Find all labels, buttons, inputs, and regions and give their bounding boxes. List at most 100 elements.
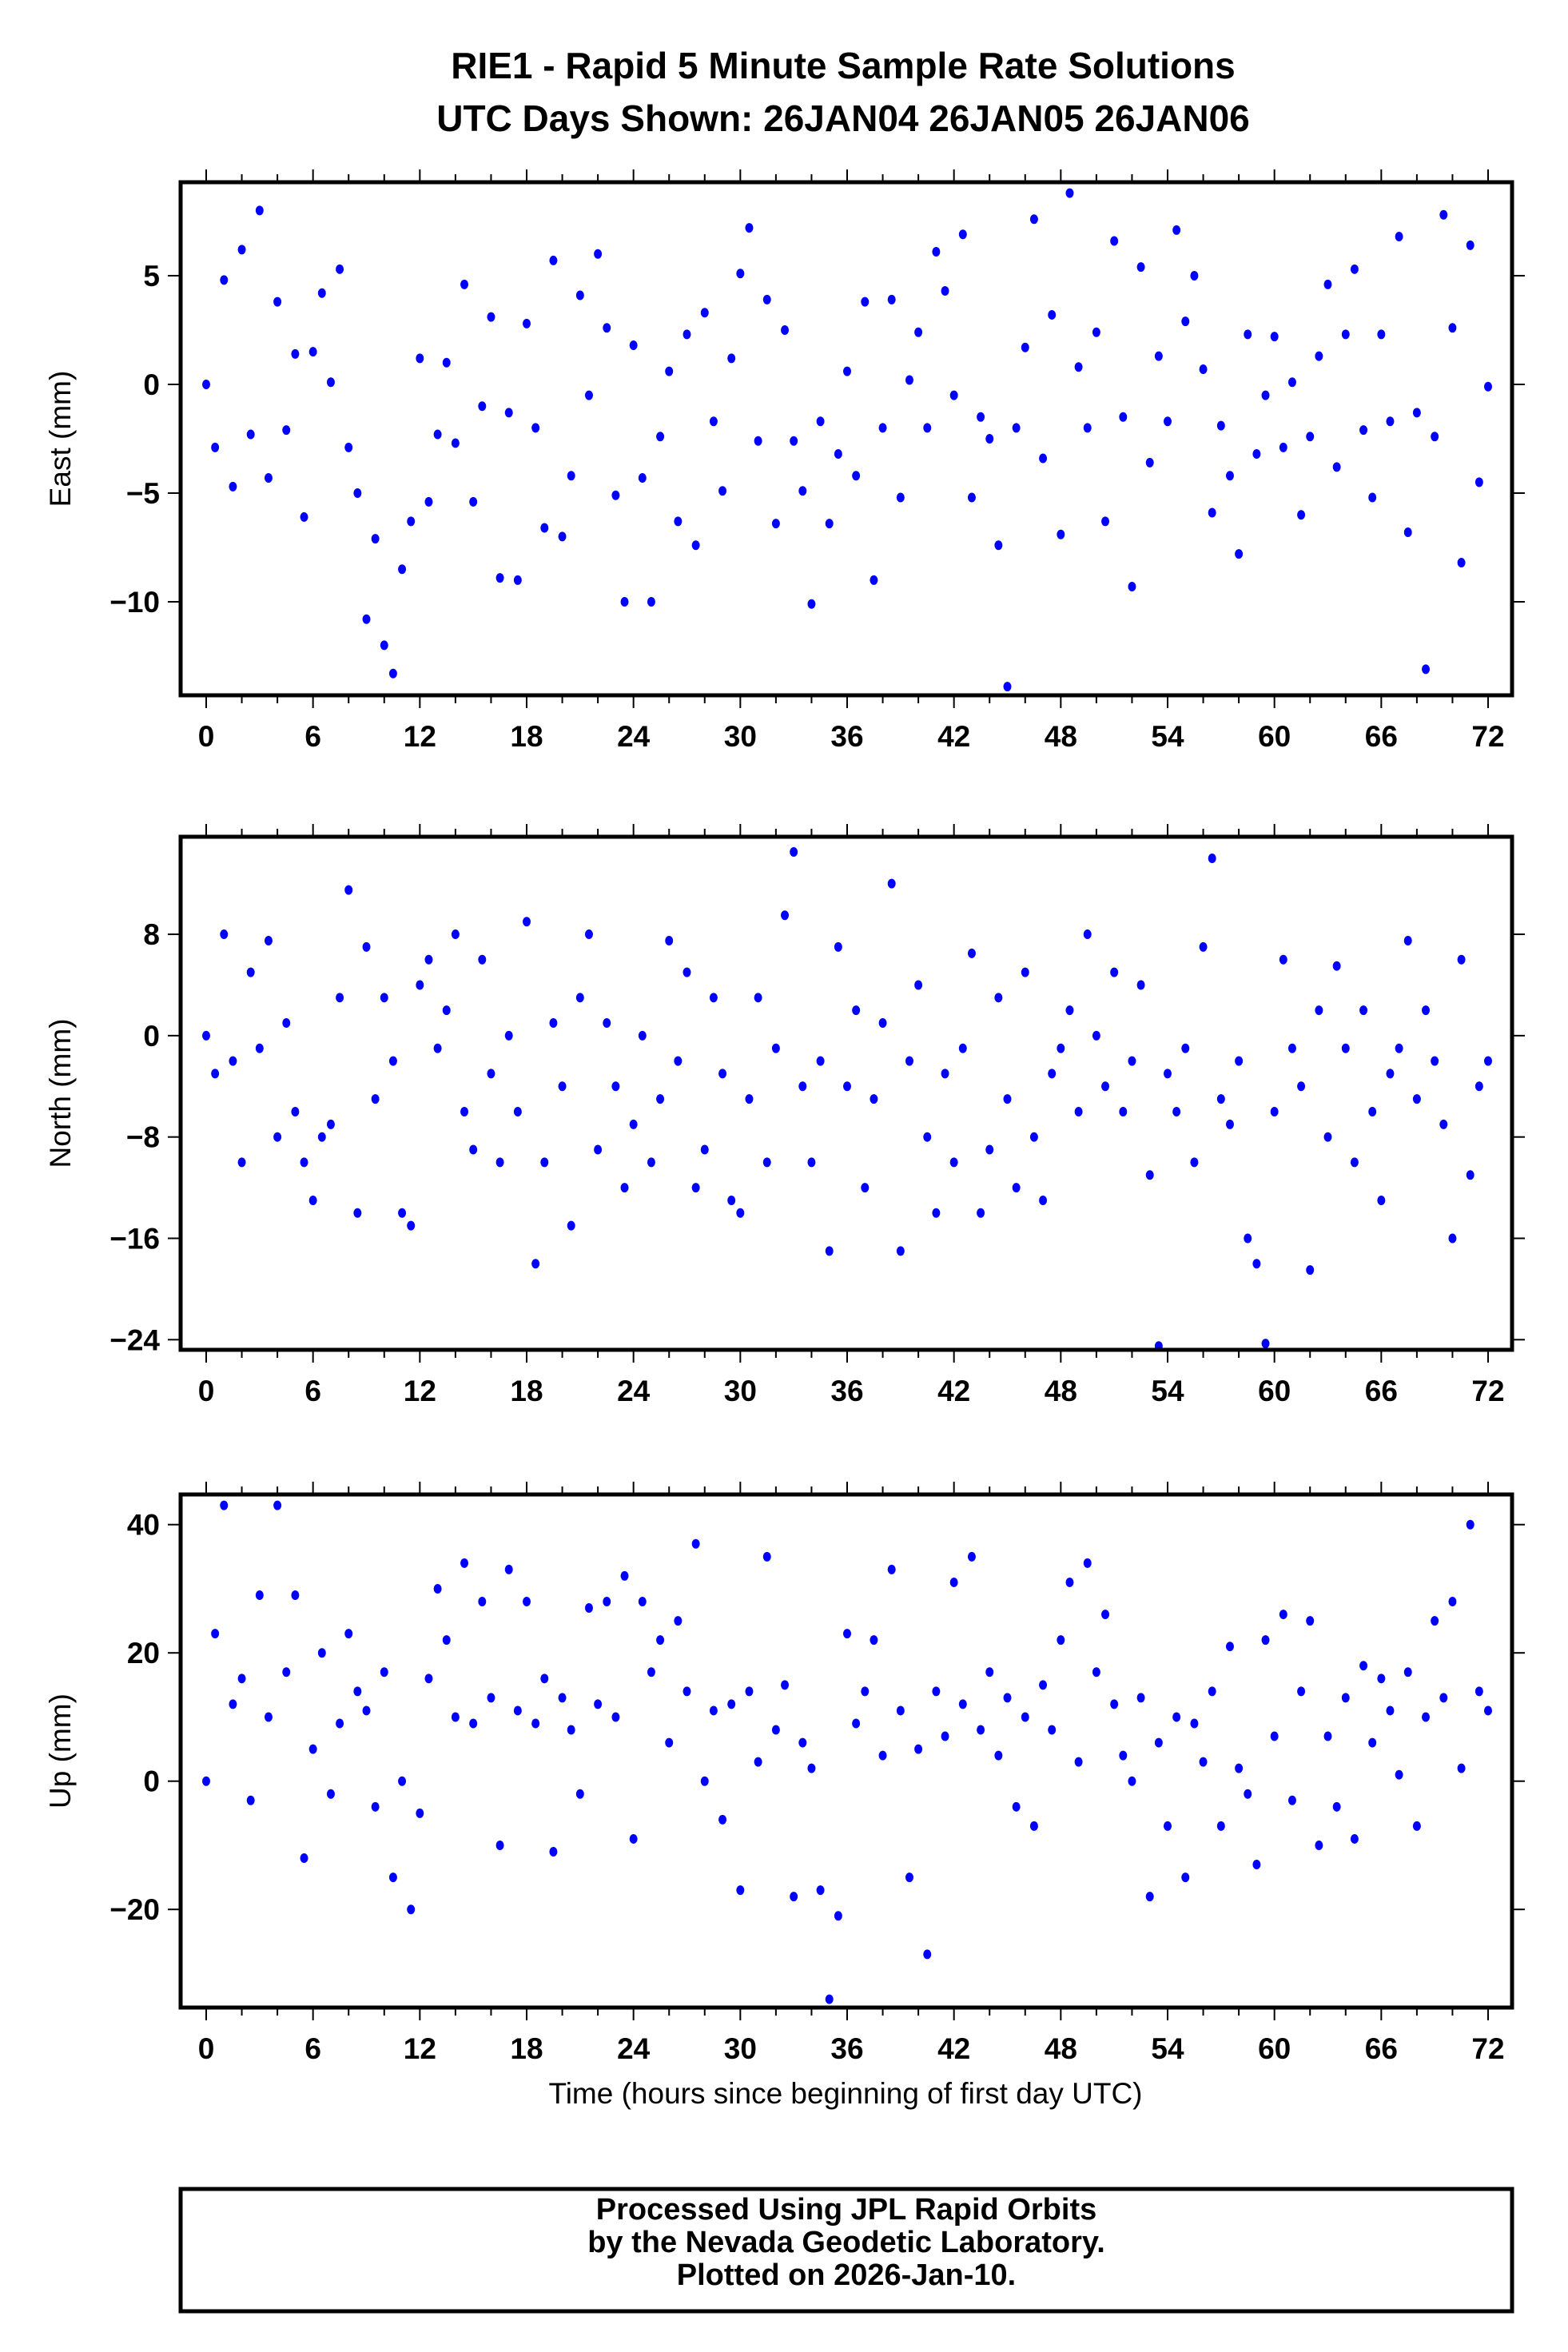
chart-title-line2: UTC Days Shown: 26JAN04 26JAN05 26JAN06: [436, 98, 1250, 139]
up-data-point: [1181, 1872, 1190, 1883]
up-data-point: [781, 1680, 790, 1690]
up-data-point: [549, 1846, 558, 1857]
north-data-point: [941, 1069, 949, 1079]
east-data-point: [807, 599, 816, 609]
up-data-point: [718, 1814, 727, 1825]
north-data-point: [843, 1081, 851, 1092]
up-data-point: [1101, 1610, 1110, 1620]
east-data-point: [736, 269, 745, 279]
up-data-point: [967, 1551, 976, 1562]
north-data-point: [1484, 1056, 1492, 1066]
east-x-tick-label: 0: [198, 720, 215, 753]
east-data-point: [407, 516, 416, 527]
east-data-point: [504, 408, 513, 418]
up-data-point: [638, 1597, 647, 1607]
north-data-point: [567, 1220, 575, 1231]
up-data-point: [442, 1635, 451, 1646]
up-data-point: [816, 1885, 825, 1896]
north-data-point: [781, 910, 790, 921]
up-data-point: [504, 1564, 513, 1574]
east-data-point: [584, 390, 593, 400]
north-data-point: [1323, 1132, 1332, 1142]
north-data-point: [1359, 1005, 1368, 1016]
up-data-point: [932, 1686, 941, 1697]
up-data-point: [727, 1699, 736, 1709]
up-data-point: [1315, 1840, 1323, 1850]
east-data-point: [967, 492, 976, 503]
east-data-point: [1341, 329, 1350, 340]
north-data-point: [388, 1056, 397, 1066]
north-y-axis-label: North (mm): [44, 1018, 77, 1168]
north-data-point: [1279, 954, 1287, 965]
up-data-point: [211, 1629, 220, 1639]
north-x-tick-label: 54: [1151, 1375, 1184, 1407]
north-x-tick-label: 6: [304, 1375, 321, 1407]
up-data-point: [567, 1725, 575, 1735]
north-data-point: [727, 1195, 736, 1205]
east-data-point: [211, 442, 220, 452]
east-data-point: [1128, 581, 1136, 591]
footer-box: [178, 2187, 1514, 2314]
north-data-point: [834, 941, 842, 952]
up-x-tick-label: 36: [830, 2032, 863, 2065]
up-data-point: [1092, 1667, 1100, 1677]
north-data-point: [754, 993, 762, 1003]
up-data-point: [575, 1789, 584, 1799]
up-data-point: [1350, 1833, 1359, 1844]
east-data-point: [540, 523, 549, 533]
north-data-point: [700, 1144, 709, 1155]
north-x-tick-label: 30: [724, 1375, 757, 1407]
up-data-point: [834, 1911, 842, 1921]
east-x-tick-label: 48: [1045, 720, 1077, 753]
north-data-point: [202, 1030, 210, 1041]
east-data-point: [1439, 209, 1448, 220]
north-data-point: [1403, 935, 1412, 945]
up-data-point: [852, 1718, 861, 1729]
north-data-point: [816, 1056, 825, 1066]
north-data-point: [584, 929, 593, 940]
up-data-point: [1484, 1705, 1492, 1716]
east-data-point: [442, 357, 451, 368]
north-data-point: [958, 1043, 967, 1053]
north-data-point: [255, 1043, 264, 1053]
up-data-point: [629, 1833, 638, 1844]
up-data-point: [736, 1885, 745, 1896]
north-data-point: [1199, 941, 1208, 952]
east-data-point: [478, 401, 487, 412]
east-x-tick-label: 6: [304, 720, 321, 753]
up-data-point: [1039, 1680, 1048, 1690]
east-data-point: [1350, 264, 1359, 274]
up-data-point: [905, 1872, 913, 1883]
east-data-point: [1377, 329, 1386, 340]
east-data-point: [665, 366, 674, 376]
north-data-point: [603, 1018, 611, 1029]
up-data-point: [1216, 1821, 1225, 1831]
north-data-point: [513, 1106, 522, 1116]
up-data-point: [1297, 1686, 1306, 1697]
up-data-point: [665, 1737, 674, 1748]
east-data-point: [647, 597, 655, 607]
east-data-point: [416, 353, 424, 364]
east-x-tick-label: 24: [617, 720, 651, 753]
up-data-point: [771, 1725, 780, 1735]
north-data-point: [1412, 1094, 1421, 1104]
up-data-point: [264, 1712, 273, 1722]
footer-line-2: by the Nevada Geodetic Laboratory.: [587, 2226, 1105, 2259]
up-data-point: [416, 1808, 424, 1818]
north-data-point: [300, 1157, 308, 1168]
up-data-point: [273, 1500, 282, 1510]
north-data-point: [487, 1069, 495, 1079]
up-data-point: [798, 1737, 807, 1748]
north-data-point: [211, 1069, 220, 1079]
north-data-point: [326, 1119, 335, 1129]
up-data-point: [1448, 1597, 1457, 1607]
up-data-point: [878, 1750, 887, 1761]
east-data-point: [326, 377, 335, 388]
up-data-point: [896, 1705, 905, 1716]
up-data-point: [584, 1603, 593, 1614]
east-data-point: [1466, 240, 1474, 250]
up-data-point: [1164, 1821, 1172, 1831]
up-data-point: [282, 1667, 291, 1677]
up-x-tick-label: 54: [1151, 2032, 1184, 2065]
east-data-point: [1315, 351, 1323, 361]
